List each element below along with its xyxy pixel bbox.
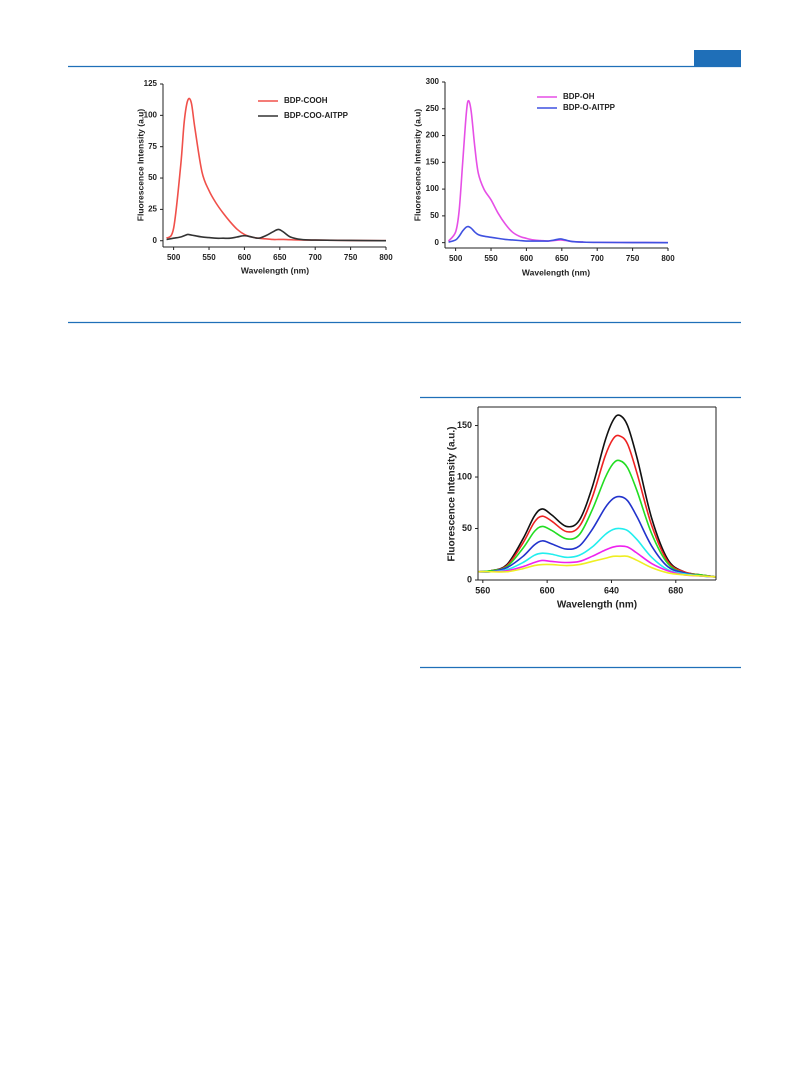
data-line: [448, 225, 669, 244]
y-axis-label: Fluorescence Intensity (a.u): [412, 109, 422, 222]
header-tab: [694, 50, 741, 66]
data-line: [477, 459, 717, 578]
x-axis-label: Wavelength (nm): [557, 600, 637, 611]
y-tick-label: 250: [426, 104, 440, 113]
data-line: [478, 555, 717, 578]
x-tick-label: 800: [379, 253, 393, 262]
data-line: [477, 527, 717, 578]
x-tick-label: 500: [167, 253, 181, 262]
y-tick-label: 75: [148, 142, 157, 151]
data-line: [477, 414, 717, 578]
x-tick-label: 550: [484, 254, 498, 263]
y-axis-label: Fluorescence Intensity (a.u): [135, 109, 145, 222]
data-line: [166, 228, 387, 242]
x-tick-label: 650: [555, 254, 569, 263]
data-line: [477, 434, 717, 578]
x-tick-label: 600: [520, 254, 534, 263]
legend-label: BDP-O-AITPP: [563, 103, 616, 112]
data-line: [477, 545, 717, 578]
legend-label: BDP-COO-AITPP: [284, 111, 349, 120]
x-tick-label: 700: [591, 254, 605, 263]
y-axis-label: Fluorescence Intensity (a.u.): [447, 426, 458, 561]
data-line: [477, 495, 717, 578]
legend-label: BDP-OH: [563, 92, 595, 101]
y-tick-label: 125: [144, 79, 158, 88]
y-tick-label: 150: [426, 157, 440, 166]
data-line: [447, 99, 669, 244]
x-tick-label: 680: [668, 585, 683, 595]
y-tick-label: 0: [467, 574, 472, 584]
y-tick-label: 300: [426, 77, 440, 86]
y-tick-label: 50: [462, 523, 472, 533]
y-tick-label: 150: [457, 420, 472, 430]
x-tick-label: 500: [449, 254, 463, 263]
data-line: [165, 97, 387, 242]
legend-label: BDP-COOH: [284, 96, 328, 105]
y-tick-label: 0: [153, 236, 158, 245]
x-tick-label: 700: [309, 253, 323, 262]
x-tick-label: 750: [626, 254, 640, 263]
x-tick-label: 650: [273, 253, 287, 262]
y-tick-label: 100: [426, 184, 440, 193]
y-tick-label: 100: [457, 471, 472, 481]
x-tick-label: 560: [475, 585, 490, 595]
x-tick-label: 640: [604, 585, 619, 595]
x-tick-label: 800: [661, 254, 675, 263]
y-tick-label: 0: [435, 238, 440, 247]
y-tick-label: 25: [148, 204, 157, 213]
y-tick-label: 50: [430, 211, 439, 220]
x-axis-label: Wavelength (nm): [241, 265, 309, 275]
y-tick-label: 200: [426, 131, 440, 140]
y-tick-label: 50: [148, 173, 157, 182]
x-axis-label: Wavelength (nm): [522, 267, 590, 277]
y-tick-label: 100: [144, 110, 158, 119]
x-tick-label: 550: [202, 253, 216, 262]
x-tick-label: 750: [344, 253, 358, 262]
x-tick-label: 600: [238, 253, 252, 262]
x-tick-label: 600: [540, 585, 555, 595]
